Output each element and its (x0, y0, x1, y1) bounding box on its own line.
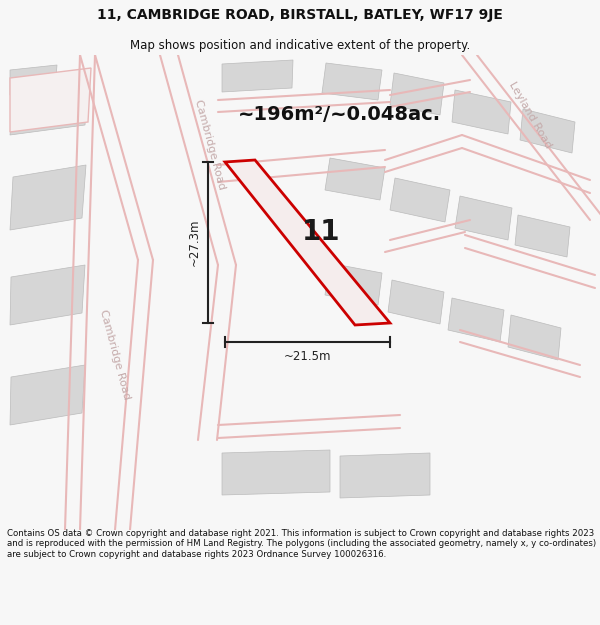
Polygon shape (222, 60, 293, 92)
Text: Map shows position and indicative extent of the property.: Map shows position and indicative extent… (130, 39, 470, 52)
Text: ~27.3m: ~27.3m (187, 219, 200, 266)
Polygon shape (225, 160, 390, 325)
Polygon shape (390, 178, 450, 222)
Polygon shape (10, 265, 85, 325)
Polygon shape (340, 453, 430, 498)
Polygon shape (325, 158, 385, 200)
Polygon shape (520, 109, 575, 153)
Polygon shape (10, 165, 86, 230)
Text: Cambridge Road: Cambridge Road (193, 99, 227, 191)
Polygon shape (222, 450, 330, 495)
Polygon shape (508, 315, 561, 360)
Polygon shape (390, 73, 444, 115)
Polygon shape (325, 263, 382, 305)
Text: Cambridge Road: Cambridge Road (98, 309, 132, 401)
Polygon shape (10, 68, 91, 132)
Text: ~196m²/~0.048ac.: ~196m²/~0.048ac. (238, 106, 441, 124)
Polygon shape (388, 280, 444, 324)
Polygon shape (322, 63, 382, 100)
Polygon shape (10, 85, 88, 135)
Polygon shape (515, 215, 570, 257)
Text: 11: 11 (302, 219, 341, 246)
Polygon shape (452, 90, 511, 134)
Polygon shape (10, 65, 57, 95)
Text: Leyland Road: Leyland Road (507, 80, 553, 150)
Text: 11, CAMBRIDGE ROAD, BIRSTALL, BATLEY, WF17 9JE: 11, CAMBRIDGE ROAD, BIRSTALL, BATLEY, WF… (97, 8, 503, 22)
Polygon shape (455, 196, 512, 240)
Polygon shape (10, 365, 85, 425)
Text: ~21.5m: ~21.5m (284, 349, 331, 362)
Text: Contains OS data © Crown copyright and database right 2021. This information is : Contains OS data © Crown copyright and d… (7, 529, 596, 559)
Polygon shape (448, 298, 504, 342)
